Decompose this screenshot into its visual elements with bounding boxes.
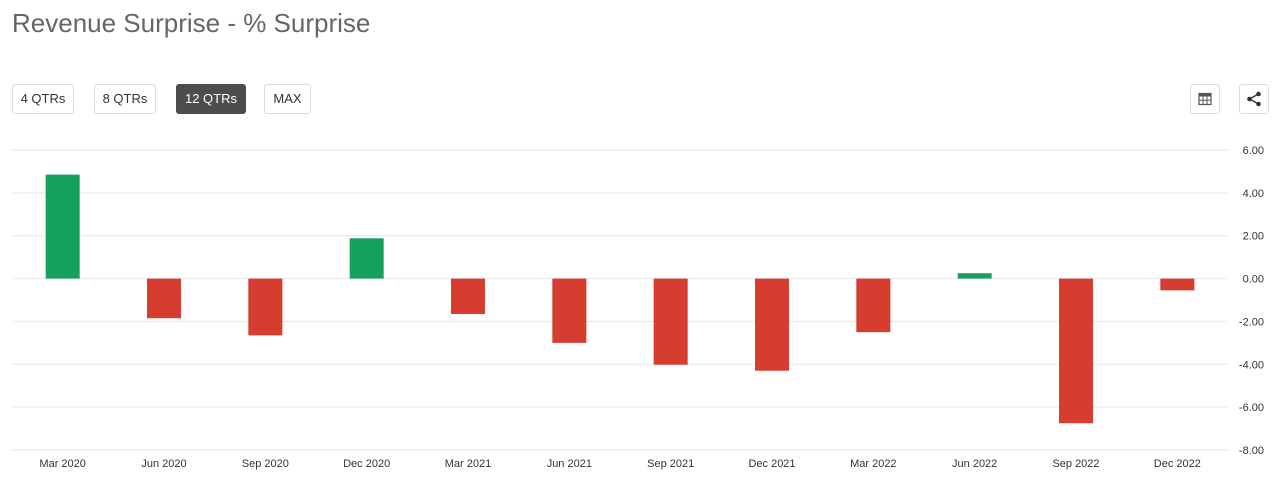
table-view-button[interactable] bbox=[1190, 84, 1220, 114]
y-tick-label: 6.00 bbox=[1243, 145, 1264, 157]
chart-title: Revenue Surprise - % Surprise bbox=[12, 8, 371, 38]
y-tick-label: -4.00 bbox=[1239, 359, 1264, 371]
grid-lines bbox=[12, 149, 1228, 451]
bar-sep-2022[interactable] bbox=[1059, 278, 1093, 424]
x-tick-label: Mar 2020 bbox=[39, 458, 85, 470]
y-tick-label: 4.00 bbox=[1243, 188, 1264, 200]
x-tick-label: Jun 2022 bbox=[952, 458, 997, 470]
x-tick-label: Mar 2021 bbox=[445, 458, 491, 470]
bar-chart: 6.00 4.00 2.00 0.00 -2.00 -4.00 -6.00 -8.00 Mar… bbox=[12, 145, 1264, 470]
bar-jun-2020[interactable] bbox=[147, 278, 181, 319]
x-tick-label: Dec 2021 bbox=[748, 458, 795, 470]
y-tick-label: -2.00 bbox=[1239, 316, 1264, 328]
x-tick-label: Dec 2022 bbox=[1154, 458, 1201, 470]
bar-dec-2022[interactable] bbox=[1160, 278, 1195, 291]
bar-jun-2022[interactable] bbox=[957, 273, 992, 279]
bar-mar-2020[interactable] bbox=[45, 174, 80, 279]
bar-mar-2021[interactable] bbox=[451, 278, 485, 314]
bars bbox=[45, 174, 1195, 424]
y-tick-label: -6.00 bbox=[1239, 402, 1264, 414]
range-8-qtrs-button[interactable]: 8 QTRs bbox=[94, 84, 156, 114]
y-axis-ticks: 6.00 4.00 2.00 0.00 -2.00 -4.00 -6.00 -8.00 bbox=[1239, 145, 1264, 457]
range-12-qtrs-button[interactable]: 12 QTRs bbox=[176, 84, 246, 114]
share-icon bbox=[1247, 91, 1261, 107]
table-icon bbox=[1198, 92, 1212, 106]
bar-mar-2022[interactable] bbox=[856, 278, 891, 333]
x-tick-label: Jun 2020 bbox=[141, 458, 186, 470]
range-max-button[interactable]: MAX bbox=[264, 84, 311, 114]
bar-jun-2021[interactable] bbox=[552, 278, 587, 343]
y-tick-label: 2.00 bbox=[1243, 231, 1264, 243]
x-tick-label: Sep 2022 bbox=[1052, 458, 1099, 470]
x-tick-label: Dec 2020 bbox=[343, 458, 390, 470]
bar-sep-2021[interactable] bbox=[653, 278, 688, 365]
range-4-qtrs-button[interactable]: 4 QTRs bbox=[12, 84, 74, 114]
bar-sep-2020[interactable] bbox=[248, 278, 283, 336]
x-axis-ticks: Mar 2020 Jun 2020 Sep 2020 Dec 2020 Mar 2021… bbox=[39, 458, 1200, 470]
bar-dec-2020[interactable] bbox=[349, 238, 384, 279]
y-tick-label: 0.00 bbox=[1243, 274, 1264, 286]
share-button[interactable] bbox=[1239, 84, 1269, 114]
x-tick-label: Mar 2022 bbox=[850, 458, 896, 470]
x-tick-label: Jun 2021 bbox=[547, 458, 592, 470]
x-tick-label: Sep 2020 bbox=[242, 458, 289, 470]
y-tick-label: -8.00 bbox=[1239, 445, 1264, 457]
x-tick-label: Sep 2021 bbox=[647, 458, 694, 470]
bar-dec-2021[interactable] bbox=[755, 278, 789, 371]
